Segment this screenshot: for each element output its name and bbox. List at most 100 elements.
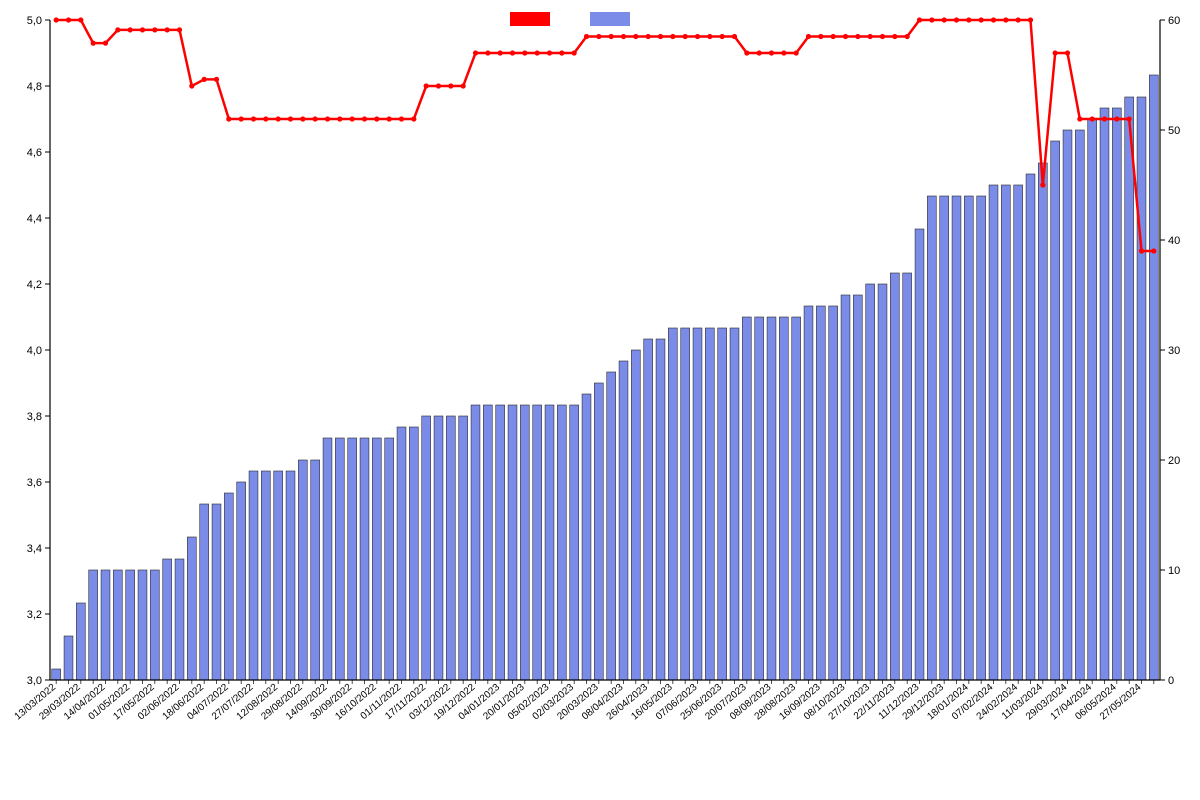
bar bbox=[508, 405, 517, 680]
y-right-tick-label: 20 bbox=[1168, 455, 1180, 467]
line-marker bbox=[794, 50, 799, 55]
line-marker bbox=[276, 116, 281, 121]
bar bbox=[187, 537, 196, 680]
y-left-tick-label: 5,0 bbox=[27, 15, 42, 27]
bar bbox=[853, 295, 862, 680]
line-marker bbox=[966, 17, 971, 22]
line-marker bbox=[325, 116, 330, 121]
line-marker bbox=[251, 116, 256, 121]
line-marker bbox=[411, 116, 416, 121]
bar bbox=[163, 559, 172, 680]
line-marker bbox=[362, 116, 367, 121]
y-left-tick-label: 4,4 bbox=[27, 213, 42, 225]
bar bbox=[274, 471, 283, 680]
bar bbox=[668, 328, 677, 680]
line-marker bbox=[436, 83, 441, 88]
line-marker bbox=[633, 34, 638, 39]
line-marker bbox=[54, 17, 59, 22]
bar bbox=[705, 328, 714, 680]
line-marker bbox=[991, 17, 996, 22]
line-marker bbox=[424, 83, 429, 88]
line-marker bbox=[510, 50, 515, 55]
bar bbox=[212, 504, 221, 680]
y-right-tick-label: 50 bbox=[1168, 125, 1180, 137]
bar bbox=[619, 361, 628, 680]
line-marker bbox=[744, 50, 749, 55]
bar bbox=[545, 405, 554, 680]
line-marker bbox=[683, 34, 688, 39]
line-marker bbox=[78, 17, 83, 22]
bar bbox=[409, 427, 418, 680]
line-marker bbox=[448, 83, 453, 88]
line-marker bbox=[350, 116, 355, 121]
line-marker bbox=[781, 50, 786, 55]
line-marker bbox=[498, 50, 503, 55]
bar bbox=[101, 570, 110, 680]
line-marker bbox=[1003, 17, 1008, 22]
legend-swatch bbox=[510, 12, 550, 26]
bar bbox=[903, 273, 912, 680]
line-marker bbox=[707, 34, 712, 39]
bar bbox=[940, 196, 949, 680]
line-marker bbox=[152, 27, 157, 32]
bar bbox=[323, 438, 332, 680]
bar bbox=[459, 416, 468, 680]
bar bbox=[1063, 130, 1072, 680]
bar bbox=[224, 493, 233, 680]
bar bbox=[298, 460, 307, 680]
bar bbox=[718, 328, 727, 680]
bar bbox=[1149, 75, 1158, 680]
line-marker bbox=[818, 34, 823, 39]
bar bbox=[631, 350, 640, 680]
bar bbox=[1075, 130, 1084, 680]
bar bbox=[804, 306, 813, 680]
line-marker bbox=[387, 116, 392, 121]
line-marker bbox=[942, 17, 947, 22]
bar bbox=[89, 570, 98, 680]
bar bbox=[249, 471, 258, 680]
line-marker bbox=[1090, 116, 1095, 121]
bar bbox=[76, 603, 85, 680]
line-marker bbox=[670, 34, 675, 39]
bar bbox=[434, 416, 443, 680]
line-marker bbox=[831, 34, 836, 39]
bar bbox=[915, 229, 924, 680]
bar bbox=[237, 482, 246, 680]
line-marker bbox=[658, 34, 663, 39]
bar bbox=[360, 438, 369, 680]
line-marker bbox=[609, 34, 614, 39]
y-right-tick-label: 40 bbox=[1168, 235, 1180, 247]
legend-swatch bbox=[590, 12, 630, 26]
line-marker bbox=[1065, 50, 1070, 55]
bar bbox=[335, 438, 344, 680]
bar bbox=[446, 416, 455, 680]
line-marker bbox=[806, 34, 811, 39]
line-marker bbox=[769, 50, 774, 55]
bar bbox=[693, 328, 702, 680]
line-marker bbox=[535, 50, 540, 55]
line-marker bbox=[868, 34, 873, 39]
line-marker bbox=[214, 77, 219, 82]
bar bbox=[1100, 108, 1109, 680]
bar bbox=[126, 570, 135, 680]
line-marker bbox=[1114, 116, 1119, 121]
bar bbox=[1051, 141, 1060, 680]
bar bbox=[348, 438, 357, 680]
line-marker bbox=[461, 83, 466, 88]
bar bbox=[878, 284, 887, 680]
line-marker bbox=[177, 27, 182, 32]
bar bbox=[767, 317, 776, 680]
line-marker bbox=[399, 116, 404, 121]
line-marker bbox=[473, 50, 478, 55]
line-marker bbox=[929, 17, 934, 22]
line-marker bbox=[1139, 248, 1144, 253]
line-marker bbox=[1028, 17, 1033, 22]
bar bbox=[471, 405, 480, 680]
line-marker bbox=[892, 34, 897, 39]
line-marker bbox=[226, 116, 231, 121]
line-marker bbox=[720, 34, 725, 39]
dual-axis-bar-line-chart: 3,03,23,43,63,84,04,24,44,64,85,00102030… bbox=[0, 0, 1200, 800]
line-marker bbox=[1127, 116, 1132, 121]
bar bbox=[64, 636, 73, 680]
line-marker bbox=[584, 34, 589, 39]
